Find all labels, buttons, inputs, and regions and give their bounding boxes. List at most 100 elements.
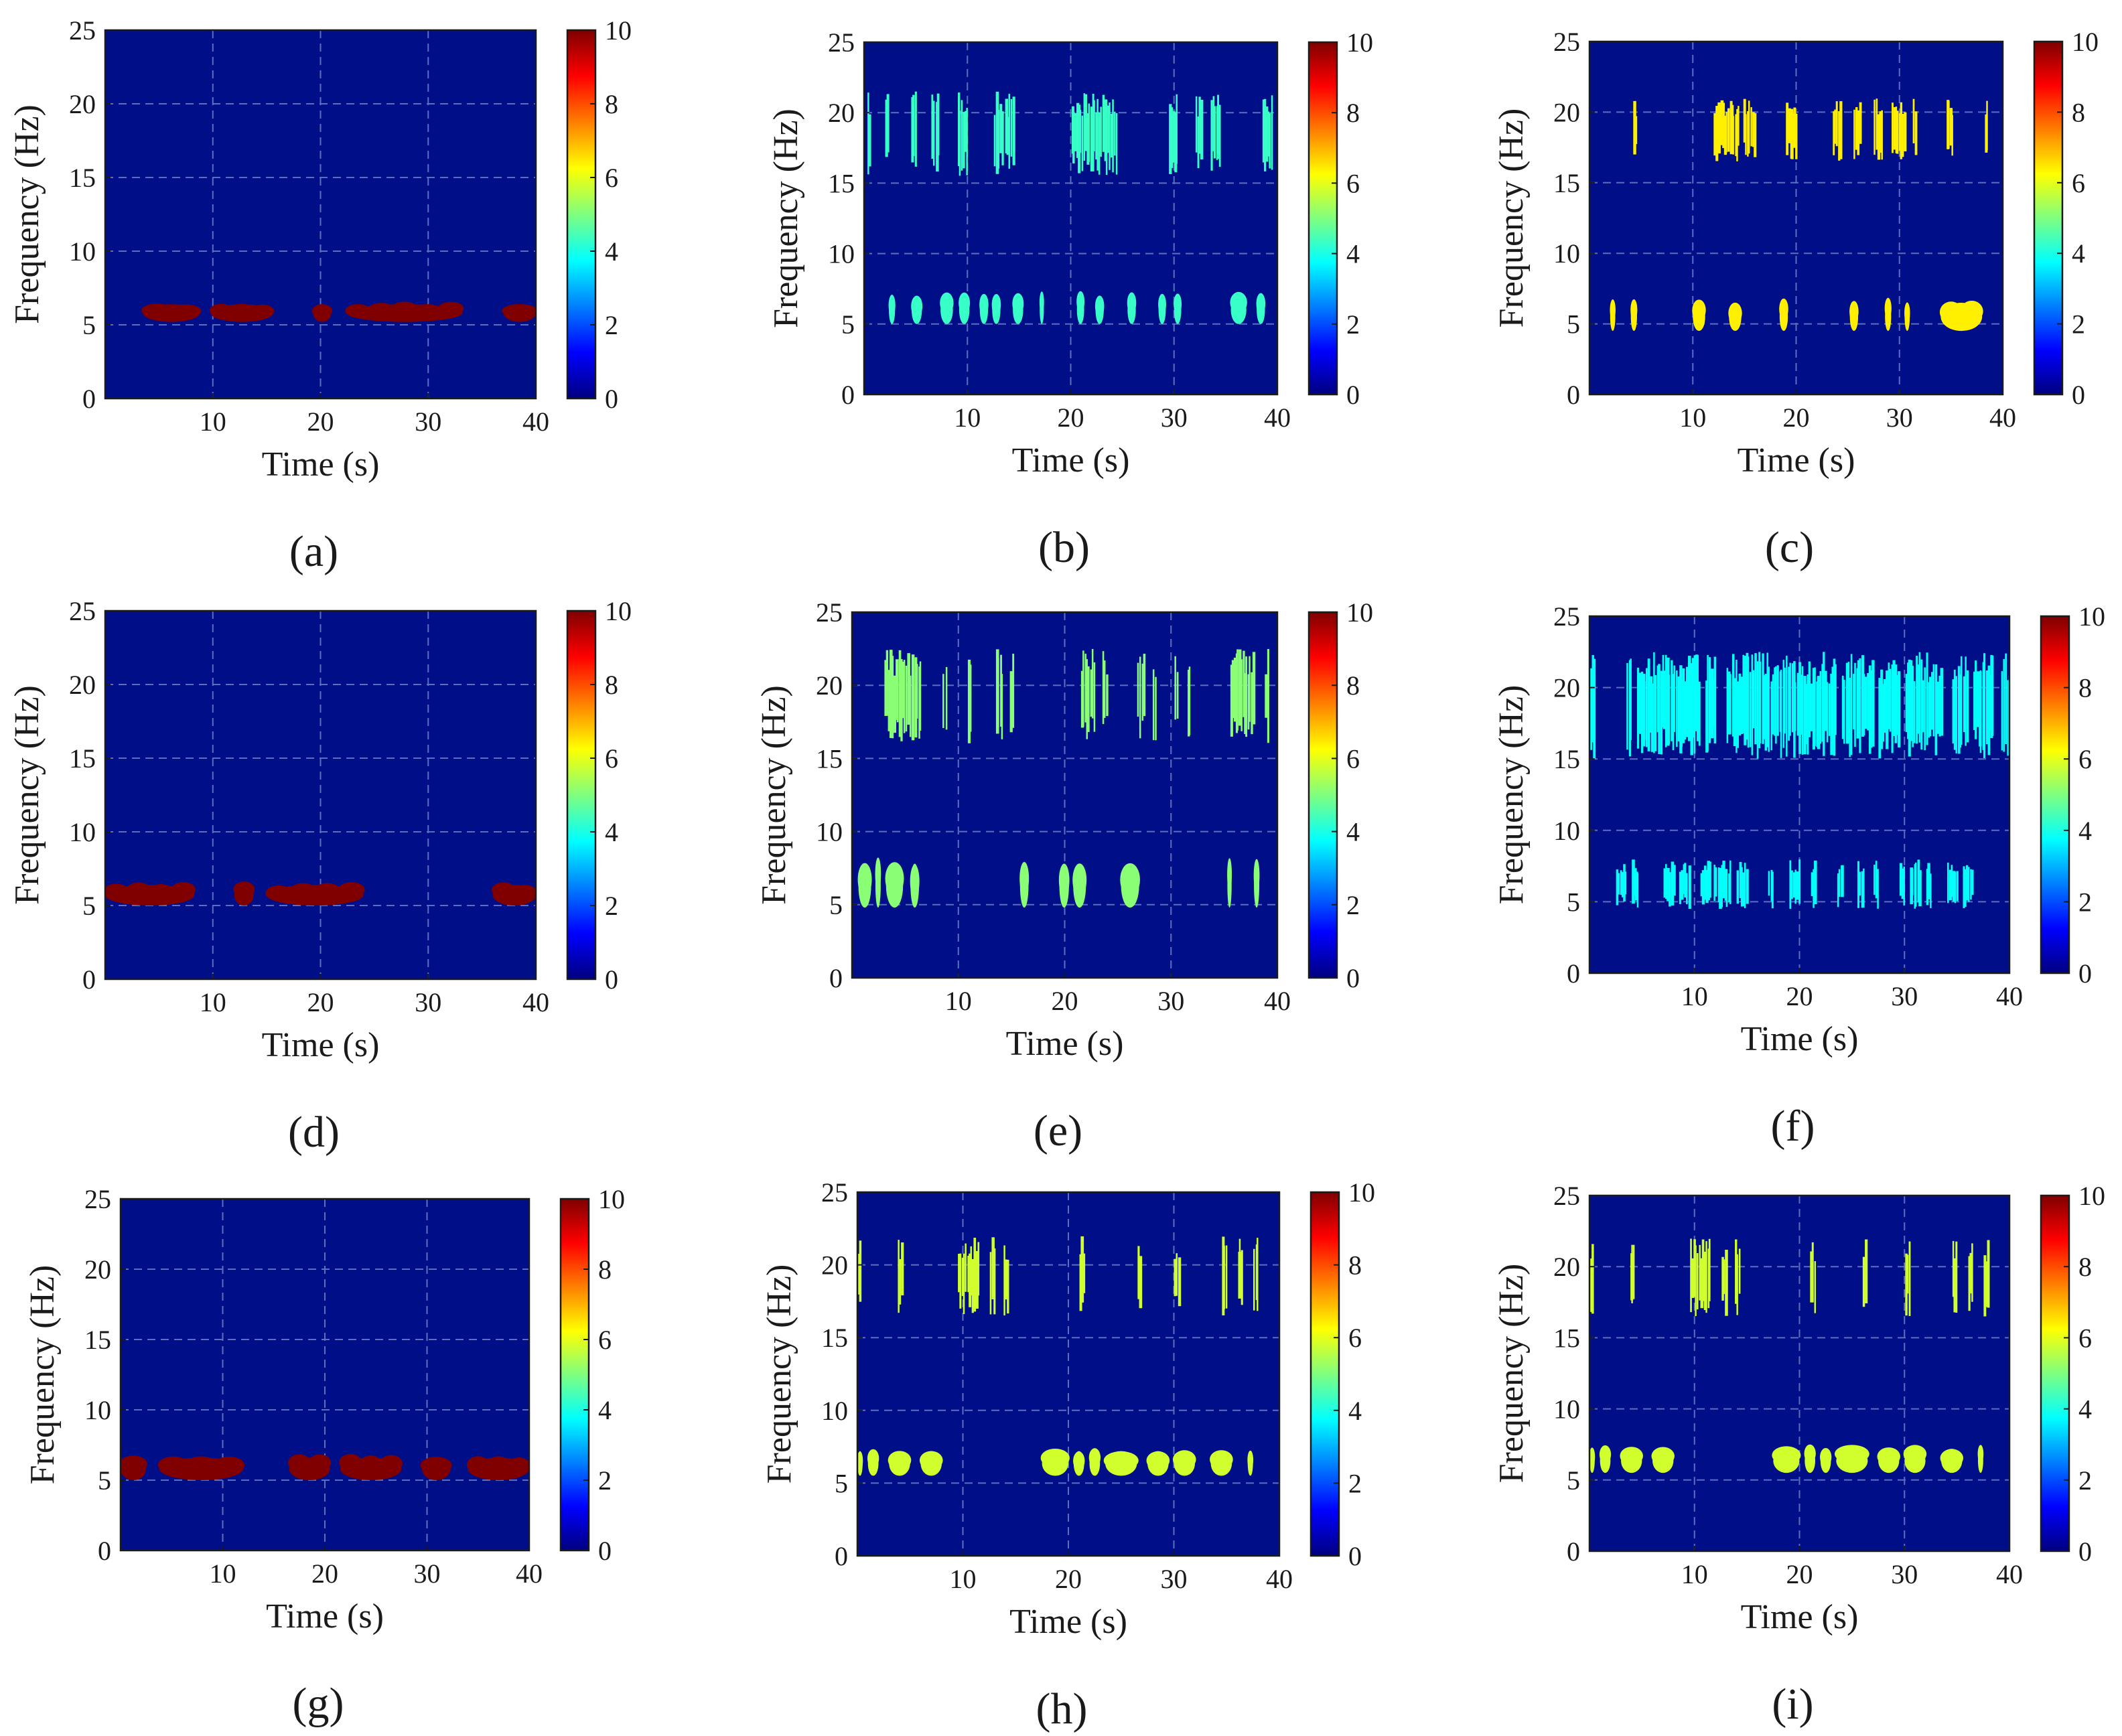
event-streak xyxy=(1700,873,1703,897)
event-streak xyxy=(1690,1238,1692,1313)
event-streak xyxy=(1881,110,1883,160)
event-blob-lobe xyxy=(867,1449,879,1468)
event-blob-lobe xyxy=(171,882,196,898)
event-streak xyxy=(1673,865,1676,896)
event-streak xyxy=(1106,674,1109,717)
event-blob-lobe xyxy=(940,292,954,314)
y-tick-label: 20 xyxy=(1553,97,1580,127)
event-streak xyxy=(1137,1246,1140,1299)
event-streak xyxy=(1916,656,1918,744)
event-streak xyxy=(1766,652,1768,747)
event-streak xyxy=(1725,112,1727,153)
colorbar-tick-label: 2 xyxy=(2072,309,2085,340)
event-streak xyxy=(1823,652,1825,756)
colorbar-gradient xyxy=(566,29,597,400)
event-streak xyxy=(965,1243,967,1292)
event-streak xyxy=(1589,668,1592,750)
event-streak xyxy=(1008,94,1011,169)
event-streak xyxy=(1103,660,1106,718)
event-streak xyxy=(1914,864,1916,909)
event-streak xyxy=(1967,670,1969,743)
y-tick-label: 5 xyxy=(1567,1465,1580,1496)
event-streak xyxy=(1878,678,1882,759)
event-streak xyxy=(1690,663,1693,755)
event-streak xyxy=(1647,658,1650,751)
event-streak xyxy=(1838,869,1841,897)
event-blob-lobe xyxy=(1960,300,1983,322)
event-streak xyxy=(1759,661,1762,744)
event-streak xyxy=(886,94,890,153)
event-streak xyxy=(1671,861,1675,906)
event-streak xyxy=(1873,99,1876,155)
event-streak xyxy=(1626,662,1628,750)
event-blob-lobe xyxy=(415,304,441,317)
event-streak xyxy=(1110,113,1114,158)
colorbar-tick-label: 4 xyxy=(1346,817,1360,847)
event-streak xyxy=(1912,666,1914,747)
colorbar-gradient xyxy=(1307,41,1338,396)
colorbar: 0 2 4 6 8 10 xyxy=(2033,27,2099,410)
event-streak xyxy=(1750,107,1752,147)
event-streak xyxy=(1086,659,1088,739)
heatmap-marks xyxy=(1589,1238,1990,1473)
event-streak xyxy=(1788,666,1790,741)
event-streak xyxy=(1091,649,1094,719)
event-blob-lobe xyxy=(1253,859,1260,892)
event-blob-lobe xyxy=(149,883,173,900)
event-streak xyxy=(1951,115,1953,156)
y-axis-label: Frequency (Hz) xyxy=(8,685,46,905)
x-axis-label: Time (s) xyxy=(1741,1598,1859,1636)
event-blob-lobe xyxy=(339,1453,362,1471)
y-tick-label: 20 xyxy=(69,89,96,119)
event-streak xyxy=(1210,100,1213,171)
y-tick-label: 25 xyxy=(69,15,96,46)
y-axis-label: Frequency (Hz) xyxy=(1492,108,1531,328)
colorbar: 0 2 4 6 8 10 xyxy=(566,15,632,414)
event-streak xyxy=(1078,104,1081,173)
event-streak xyxy=(997,109,1000,169)
y-tick-label: 5 xyxy=(98,1465,111,1496)
colorbar-tick-label: 10 xyxy=(2078,1181,2105,1211)
event-blob-lobe xyxy=(313,883,341,899)
event-streak xyxy=(1241,1250,1243,1305)
event-streak xyxy=(1920,659,1923,750)
colorbar-tick-label: 6 xyxy=(598,1325,612,1355)
event-streak xyxy=(1900,102,1903,159)
event-streak xyxy=(1896,111,1899,154)
event-blob-lobe xyxy=(911,295,923,317)
event-streak xyxy=(1756,661,1759,759)
colorbar-tick-label: 8 xyxy=(2078,1252,2092,1282)
event-streak xyxy=(1722,861,1725,899)
event-blob-lobe xyxy=(157,1456,189,1473)
event-streak xyxy=(1114,111,1116,156)
event-streak xyxy=(1683,864,1685,894)
event-streak xyxy=(1252,652,1256,725)
event-streak xyxy=(1593,658,1596,760)
event-streak xyxy=(1257,1238,1259,1311)
event-blob-lobe xyxy=(338,882,365,898)
event-streak xyxy=(1849,677,1851,757)
event-streak xyxy=(1705,680,1709,753)
x-tick-label: 10 xyxy=(210,1559,236,1589)
event-streak xyxy=(1074,113,1077,151)
x-tick-label: 30 xyxy=(1157,986,1184,1016)
event-streak xyxy=(1859,102,1862,144)
event-streak xyxy=(1834,664,1837,735)
event-streak xyxy=(1877,114,1881,160)
event-streak xyxy=(1200,99,1204,160)
event-streak xyxy=(1676,670,1678,747)
event-streak xyxy=(1251,672,1253,735)
event-streak xyxy=(1964,869,1967,908)
event-streak xyxy=(1936,681,1939,734)
event-blob-lobe xyxy=(359,1455,382,1473)
event-streak xyxy=(942,674,944,729)
colorbar-tick-label: 6 xyxy=(2078,744,2092,774)
y-tick-label: 20 xyxy=(816,670,843,701)
colorbar-tick-label: 0 xyxy=(1346,380,1360,410)
x-tick-label: 30 xyxy=(415,407,441,437)
event-streak xyxy=(1003,1245,1005,1316)
event-streak xyxy=(1847,662,1850,743)
colorbar-tick-label: 6 xyxy=(2078,1323,2092,1353)
